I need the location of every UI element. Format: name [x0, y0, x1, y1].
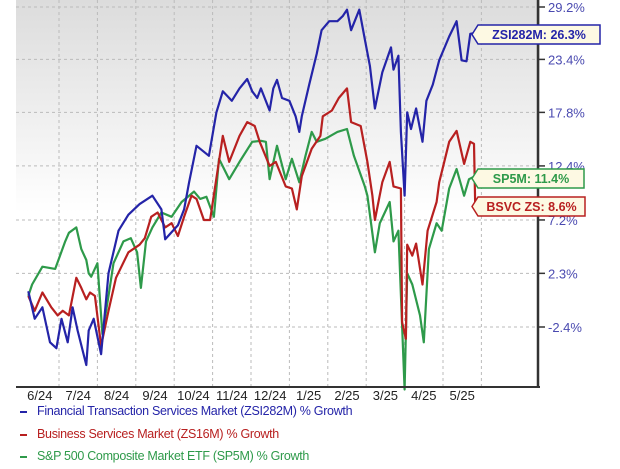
y-tick-label: 23.4% — [548, 52, 585, 67]
callout-box — [471, 24, 601, 45]
series-lines — [27, 8, 477, 391]
x-axis-ticks: 6/24 7/24 8/24 9/24 10/24 11/24 12/24 1/25 2/25 3… — [27, 388, 475, 403]
series-line — [27, 8, 476, 367]
callout-label: SP5M: 11.4% — [493, 172, 569, 186]
legend-label: Financial Transaction Services Market (Z… — [37, 404, 353, 418]
legend-label: Business Services Market (ZS16M) % Growt… — [37, 427, 279, 441]
legend-marker — [20, 410, 27, 413]
x-tick-label: 5/25 — [450, 388, 475, 403]
x-tick-label: 11/24 — [216, 388, 248, 403]
y-tick-label: -2.4% — [548, 320, 582, 335]
x-tick-label: 7/24 — [66, 388, 91, 403]
x-tick-label: 1/25 — [296, 388, 321, 403]
series-line — [27, 87, 477, 347]
x-tick-label: 2/25 — [334, 388, 359, 403]
y-tick-label: 17.8% — [548, 105, 585, 120]
x-tick-label: 6/24 — [27, 388, 52, 403]
value-callout: ZSI282M: 26.3% — [471, 24, 601, 45]
legend-marker — [20, 455, 27, 458]
y-tick-label: 29.2% — [548, 0, 585, 15]
legend-item-zs16m: Business Services Market (ZS16M) % Growt… — [20, 427, 279, 441]
series-line — [27, 127, 476, 391]
legend-label: S&P 500 Composite Market ETF (SP5M) % Gr… — [37, 449, 310, 463]
callout-label: BSVC ZS: 8.6% — [486, 200, 576, 214]
callout-box — [471, 168, 585, 189]
line-chart: 29.2%23.4%17.8%12.4%7.2%2.3%-2.4% 6/24 7/… — [16, 0, 601, 403]
y-tick-label: 2.3% — [548, 266, 578, 281]
legend-marker — [20, 433, 27, 436]
legend-item-zsi282m: Financial Transaction Services Market (Z… — [20, 404, 353, 418]
callout-label: ZSI282M: 26.3% — [492, 28, 586, 42]
value-callout: BSVC ZS: 8.6% — [471, 196, 586, 217]
callout-box — [471, 196, 586, 217]
x-tick-label: 3/25 — [373, 388, 398, 403]
value-callout: SP5M: 11.4% — [471, 168, 585, 189]
legend-item-sp5m: S&P 500 Composite Market ETF (SP5M) % Gr… — [20, 449, 309, 463]
x-tick-label: 12/24 — [254, 388, 287, 403]
end-value-callouts: ZSI282M: 26.3% SP5M: 11.4% BSVC ZS: 8.6% — [471, 24, 601, 217]
x-tick-label: 4/25 — [411, 388, 436, 403]
y-axis-ticks: 29.2%23.4%17.8%12.4%7.2%2.3%-2.4% — [538, 0, 585, 335]
x-tick-label: 10/24 — [177, 388, 210, 403]
x-tick-label: 8/24 — [104, 388, 129, 403]
x-tick-label: 9/24 — [142, 388, 167, 403]
